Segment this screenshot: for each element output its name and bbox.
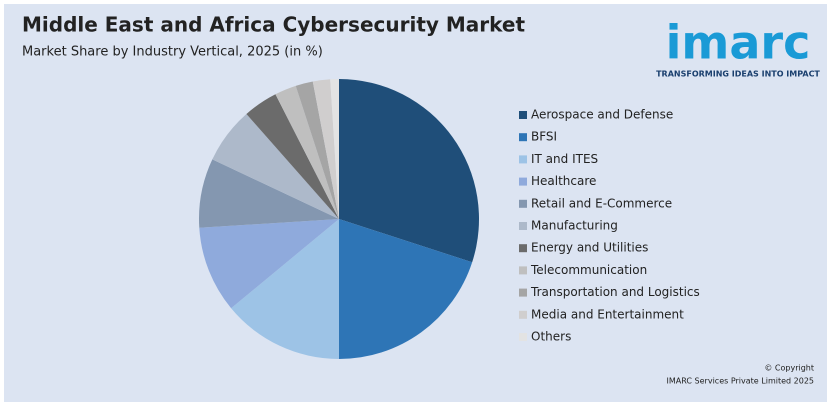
pie-slice: [330, 79, 339, 219]
pie-slice: [295, 81, 339, 219]
pie-slice: [231, 219, 339, 359]
chart-subtitle: Market Share by Industry Vertical, 2025 …: [22, 45, 323, 60]
pie-slice: [339, 79, 479, 263]
pie-slice: [246, 94, 339, 219]
legend-swatch: [519, 177, 527, 186]
legend-swatch: [519, 288, 527, 297]
legend-label: Telecommunication: [530, 263, 647, 277]
legend-swatch: [519, 244, 527, 253]
legend-swatch: [519, 133, 527, 142]
legend-label: Transportation and Logistics: [530, 285, 700, 299]
legend-label: IT and ITES: [531, 152, 598, 166]
legend-label: Retail and E-Commerce: [531, 196, 672, 210]
legend-swatch: [519, 310, 527, 319]
legend-label: Energy and Utilities: [531, 241, 648, 255]
legend-label: BFSI: [531, 130, 557, 144]
legend-swatch: [519, 333, 527, 341]
legend-swatch: [519, 111, 527, 119]
legend-label: Healthcare: [531, 174, 596, 188]
copyright: IMARC Services Private Limited 2025: [667, 377, 814, 386]
legend-label: Manufacturing: [531, 219, 618, 233]
legend-label: Aerospace and Defense: [531, 108, 673, 122]
pie-slice: [275, 85, 339, 220]
pie-slice: [199, 159, 339, 228]
pie-slice: [212, 113, 339, 219]
legend-swatch: [519, 266, 527, 275]
legend-label: Others: [531, 330, 571, 344]
logo-tagline: TRANSFORMING IDEAS INTO IMPACT: [656, 70, 820, 79]
legend-swatch: [519, 155, 527, 164]
pie-slice: [199, 219, 339, 309]
chart-title: Middle East and Africa Cybersecurity Mar…: [22, 13, 525, 37]
copyright: © Copyright: [764, 364, 814, 373]
legend-swatch: [519, 199, 527, 208]
legend-swatch: [519, 222, 527, 230]
logo: imarc: [666, 16, 811, 70]
pie-slice: [312, 79, 339, 219]
pie-slice: [339, 219, 473, 359]
legend-label: Media and Entertainment: [531, 307, 684, 321]
